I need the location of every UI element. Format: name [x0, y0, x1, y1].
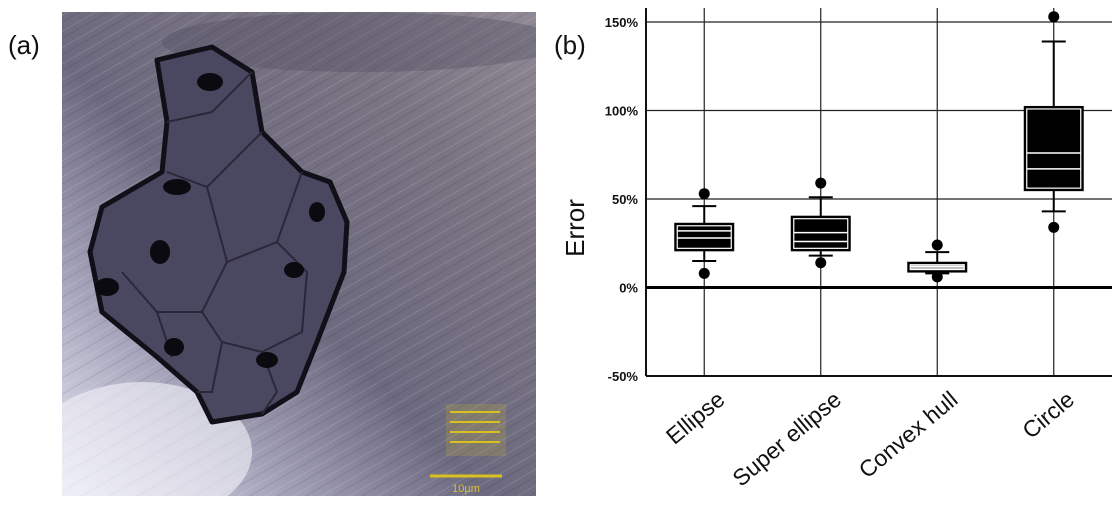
outlier-point [931, 271, 943, 283]
box-body [790, 215, 851, 252]
outlier-point [931, 239, 943, 251]
outlier-point [1048, 221, 1060, 233]
y-tick-label: -50% [608, 369, 639, 384]
outlier-point [698, 188, 710, 200]
box-body [907, 261, 968, 273]
y-tick-label: 50% [612, 192, 638, 207]
box-body [1023, 105, 1084, 192]
y-tick-label: 0% [619, 281, 638, 296]
y-axis-label: Error [560, 199, 590, 257]
y-tick-label: 100% [605, 104, 639, 119]
box-circle [1023, 11, 1084, 233]
grid-lines [646, 8, 1112, 376]
box-body [674, 222, 735, 252]
box-inner-outline [909, 264, 965, 271]
scale-bar-info: 10µm [430, 404, 506, 495]
box-super-ellipse [790, 177, 851, 269]
boxes [674, 11, 1084, 283]
box-inner-outline [676, 225, 732, 249]
box-inner-outline [1026, 108, 1082, 189]
outlier-point [815, 257, 827, 269]
panel-a-label: (a) [8, 30, 40, 60]
box-ellipse [674, 188, 735, 279]
panel-b-label: (b) [554, 30, 586, 60]
box-inner-outline [793, 218, 849, 249]
x-tick-label: Super ellipse [727, 386, 846, 491]
x-tick-label: Circle [1017, 386, 1079, 444]
axes [645, 8, 1112, 377]
grain-cluster [87, 44, 350, 425]
y-tick-label: 150% [605, 15, 639, 30]
outlier-point [815, 177, 827, 189]
x-tick-label: Ellipse [661, 386, 730, 449]
outlier-point [698, 267, 710, 279]
scale-bar-label: 10µm [452, 483, 480, 495]
y-tick-labels: -50% 0% 50% 100% 150% [605, 15, 639, 384]
outlier-point [1048, 11, 1060, 23]
micrograph-image: 10µm [62, 12, 536, 496]
box-convex-hull [907, 239, 968, 283]
x-tick-label: Convex hull [854, 386, 963, 483]
